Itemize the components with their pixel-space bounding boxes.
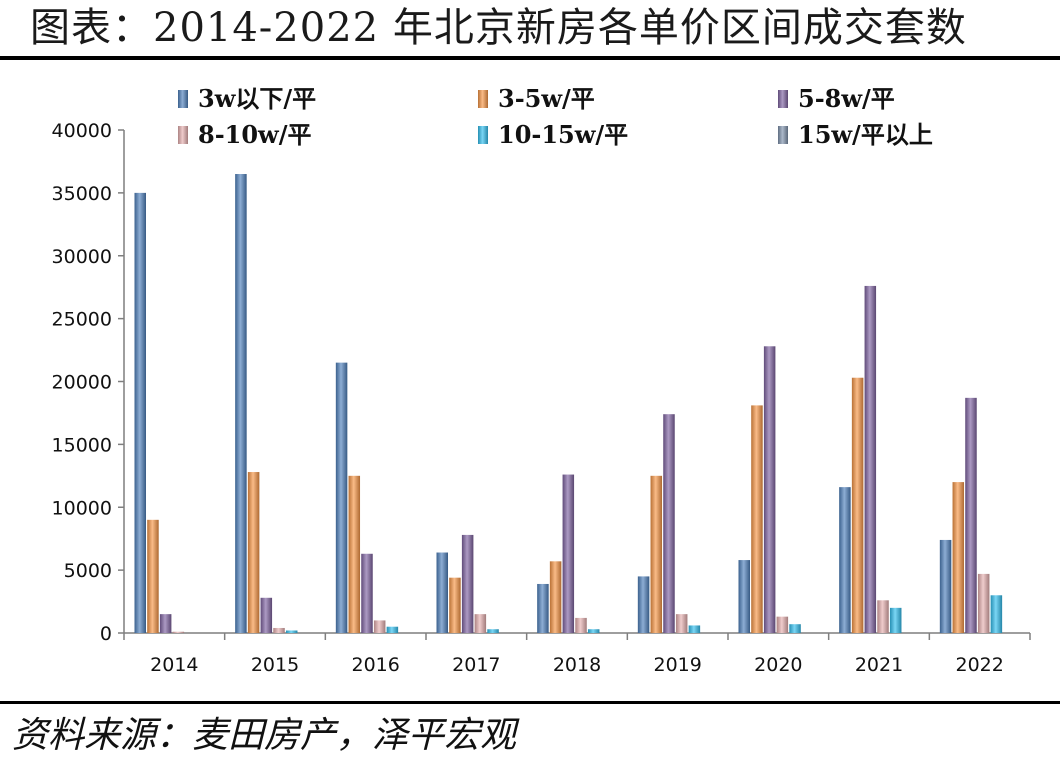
footer-rule	[0, 701, 1060, 704]
legend-label: 5-8w/平	[798, 84, 895, 113]
bar	[675, 614, 688, 633]
title-rule	[0, 56, 1060, 60]
bars	[134, 174, 1003, 633]
bar	[851, 377, 864, 633]
x-tick-label: 2016	[351, 654, 399, 676]
bar	[260, 597, 273, 633]
y-tick-label: 25000	[52, 309, 112, 331]
bar	[776, 616, 789, 633]
x-tick-label: 2018	[553, 654, 601, 676]
bar	[474, 614, 487, 633]
bar	[386, 626, 399, 633]
bar	[549, 561, 562, 633]
bar	[663, 414, 675, 633]
x-tick-label: 2020	[754, 654, 802, 676]
legend-swatch	[178, 90, 188, 108]
bar	[487, 629, 499, 633]
bar	[134, 192, 146, 633]
bar	[763, 346, 776, 633]
x-axis: 2014 2015 2016 2017 2018 2019 2020 2021 2022	[123, 632, 1031, 676]
bar	[877, 600, 889, 633]
y-axis: 0 5000 10000 15000 20000 25000 30000 35000 40000	[52, 120, 125, 645]
y-tick-label: 0	[100, 623, 112, 645]
chart-title: 图表：2014-2022 年北京新房各单价区间成交套数	[30, 5, 967, 51]
legend-swatch	[778, 126, 788, 144]
bar	[373, 620, 386, 633]
bar	[348, 475, 361, 633]
bar	[273, 627, 285, 633]
y-tick-label: 20000	[52, 372, 112, 394]
bar	[587, 629, 600, 633]
bar	[738, 560, 750, 633]
bar	[235, 174, 247, 633]
bar	[285, 630, 298, 633]
bar	[247, 472, 260, 633]
bar	[562, 474, 575, 633]
y-tick-label: 35000	[52, 183, 112, 205]
bar	[537, 583, 549, 633]
legend-label: 10-15w/平	[498, 120, 628, 149]
legend-label: 3-5w/平	[498, 84, 595, 113]
legend-label: 3w以下/平	[198, 84, 316, 113]
y-tick-label: 15000	[52, 434, 112, 456]
bar	[751, 405, 763, 633]
bar	[335, 362, 348, 633]
bar	[977, 573, 990, 633]
bar	[688, 625, 701, 633]
bar	[436, 552, 448, 633]
y-tick-label: 5000	[64, 560, 112, 582]
bar-chart: 3w以下/平 3-5w/平 5-8w/平 8-10w/平 10-15w/平 15w/平以上…	[52, 84, 1031, 676]
legend: 3w以下/平 3-5w/平 5-8w/平 8-10w/平 10-15w/平 15w/平以上	[178, 84, 933, 149]
bar	[889, 607, 902, 633]
bar	[575, 617, 587, 633]
x-tick-label: 2017	[452, 654, 500, 676]
x-tick-label: 2014	[150, 654, 198, 676]
bar	[990, 595, 1003, 633]
bar	[839, 487, 851, 633]
bar	[650, 475, 663, 633]
bar	[449, 577, 461, 633]
y-tick-label: 10000	[52, 497, 112, 519]
x-tick-label: 2015	[251, 654, 299, 676]
bar	[637, 576, 650, 633]
legend-swatch	[478, 90, 488, 108]
bar	[952, 482, 965, 633]
source-note: 资料来源：麦田房产，泽平宏观	[12, 715, 517, 756]
x-tick-label: 2022	[955, 654, 1003, 676]
legend-swatch	[478, 126, 488, 144]
bar	[361, 553, 373, 633]
bar	[147, 519, 159, 633]
x-tick-label: 2019	[653, 654, 701, 676]
legend-label: 15w/平以上	[798, 120, 933, 149]
bar	[939, 539, 952, 633]
bar	[789, 624, 801, 633]
legend-swatch	[178, 126, 188, 144]
x-tick-label: 2021	[855, 654, 903, 676]
bar	[461, 534, 474, 633]
bar	[965, 397, 977, 633]
bar	[864, 285, 877, 633]
bar	[159, 614, 172, 633]
bar	[172, 631, 185, 633]
y-tick-label: 30000	[52, 246, 112, 268]
legend-swatch	[778, 90, 788, 108]
y-tick-label: 40000	[52, 120, 112, 142]
legend-label: 8-10w/平	[198, 120, 311, 149]
